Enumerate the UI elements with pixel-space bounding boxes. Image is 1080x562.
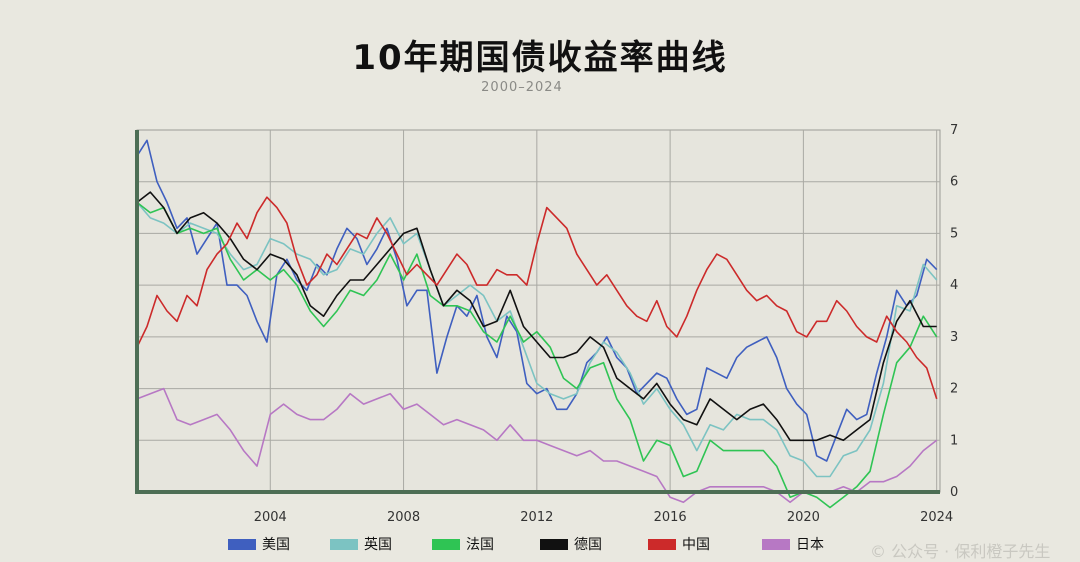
- legend-label: 英国: [364, 537, 392, 553]
- axes: 0 1 2 3 4 5 6 7 2004 2008 2012 2016 2020 2024: [135, 123, 958, 525]
- x-tick-label: 2008: [387, 510, 420, 525]
- legend-item-3: 德国: [540, 534, 602, 554]
- y-tick-label: 1: [950, 433, 958, 448]
- watermark: © 公众号 · 保利橙子先生: [870, 542, 1051, 561]
- legend-label: 法国: [466, 537, 494, 553]
- page-subtitle: 2000–2024: [481, 80, 563, 95]
- legend: 美国 英国 法国 德国 中国 日本: [0, 534, 1080, 556]
- plot-area: [136, 129, 941, 493]
- series-line-3: [136, 191, 937, 442]
- y-tick-label: 5: [950, 226, 958, 241]
- legend-swatch: [330, 538, 358, 550]
- legend-swatch: [432, 538, 460, 550]
- x-tick-label: 2004: [254, 510, 287, 525]
- legend-swatch: [228, 538, 256, 550]
- legend-swatch: [540, 538, 568, 550]
- series-line-4: [136, 196, 938, 400]
- y-tick-label: 3: [950, 330, 958, 345]
- y-tick-label: 6: [950, 175, 958, 190]
- series-line-0: [136, 139, 938, 462]
- legend-label: 德国: [574, 537, 602, 553]
- series-line-1: [136, 201, 938, 478]
- legend-label: 美国: [262, 537, 290, 553]
- legend-swatch: [762, 538, 790, 550]
- page-title: 10年期国债收益率曲线: [352, 38, 728, 78]
- x-tick-label: 2024: [920, 510, 953, 525]
- legend-item-1: 英国: [330, 534, 392, 554]
- legend-item-5: 日本: [762, 534, 824, 554]
- y-tick-label: 0: [950, 485, 958, 500]
- x-tick-label: 2020: [787, 510, 820, 525]
- legend-label: 中国: [682, 537, 710, 553]
- y-tick-label: 7: [950, 123, 958, 138]
- x-tick-label: 2012: [520, 510, 553, 525]
- legend-swatch: [648, 538, 676, 550]
- y-tick-label: 2: [950, 382, 958, 397]
- legend-label: 日本: [796, 537, 824, 553]
- legend-item-4: 中国: [648, 534, 710, 554]
- legend-item-0: 美国: [228, 534, 290, 554]
- x-tick-label: 2016: [654, 510, 687, 525]
- legend-item-2: 法国: [432, 534, 494, 554]
- y-tick-label: 4: [950, 278, 958, 293]
